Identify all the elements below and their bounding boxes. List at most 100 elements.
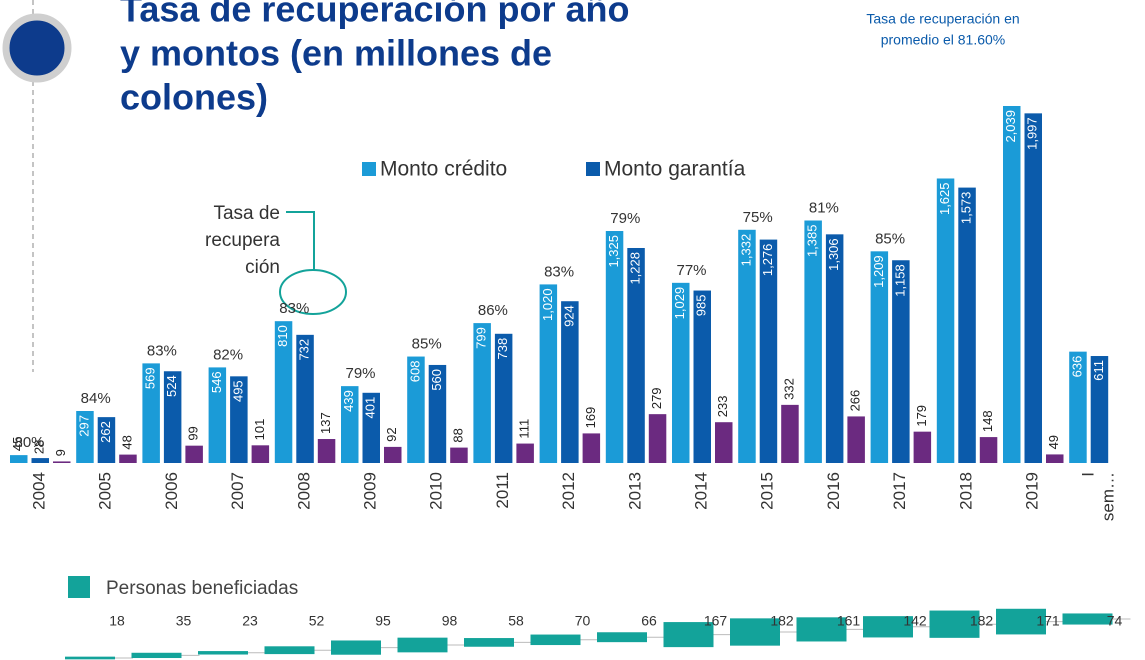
bar-label: 179 [914, 405, 929, 427]
legend-label: Monto garantía [604, 158, 746, 181]
legend-swatch [586, 162, 600, 176]
value-label: 182 [970, 613, 994, 629]
bar [715, 422, 733, 463]
bar [296, 334, 314, 463]
bar [929, 610, 980, 638]
bar [362, 392, 380, 463]
rate-label: 85% [875, 230, 905, 247]
bar [331, 640, 381, 655]
x-tick-label: 2010 [427, 472, 446, 510]
rate-label: 86% [478, 302, 508, 319]
bar [76, 410, 94, 463]
bar [163, 371, 182, 463]
annotation-line: Tasa de recuperación en [866, 11, 1019, 27]
bar-label: 101 [252, 419, 267, 441]
title-line: colones) [120, 77, 268, 118]
x-tick-label: 2019 [1022, 472, 1041, 510]
callout-ellipse [279, 269, 347, 315]
value-label: 142 [903, 613, 927, 629]
value-label: 182 [770, 613, 794, 629]
rate-label: 82% [213, 346, 243, 363]
bar-label: 266 [848, 390, 863, 412]
bar [10, 455, 28, 463]
bar-label: 985 [694, 295, 709, 317]
bar-label: 169 [583, 407, 598, 429]
value-label: 18 [109, 613, 125, 629]
bar [494, 333, 513, 463]
bar [185, 445, 203, 463]
value-label: 74 [1107, 613, 1123, 629]
bar [450, 447, 468, 463]
bar [1024, 113, 1042, 463]
rate-label: 85% [412, 336, 442, 353]
value-label: 167 [704, 613, 728, 629]
bar [804, 220, 822, 463]
bar [605, 231, 624, 463]
x-tick-label: I [1079, 472, 1098, 477]
bar-label: 1,029 [672, 287, 687, 320]
bar-label: 738 [495, 338, 510, 360]
rate-label: 81% [809, 199, 839, 216]
bar-label: 636 [1069, 356, 1084, 378]
bar-label: 49 [1046, 435, 1061, 449]
bar-label: 1,228 [627, 252, 642, 285]
annotation: Tasa de recuperación en promedio el 81.60… [866, 11, 1019, 48]
bar [198, 651, 248, 655]
value-label: 70 [575, 613, 591, 629]
value-label: 35 [176, 613, 192, 629]
bar-label: 1,158 [892, 264, 907, 297]
bar-label: 608 [407, 361, 422, 383]
rate-label: 79% [345, 365, 375, 382]
bar [1090, 356, 1109, 463]
bar-label: 1,020 [540, 288, 555, 321]
bar [142, 363, 160, 463]
x-tick-label: 2004 [29, 472, 48, 510]
bar [397, 637, 448, 653]
bar [561, 301, 579, 463]
bar-label: 137 [318, 412, 333, 434]
bar [730, 618, 780, 646]
x-tick-label: 2008 [294, 472, 313, 510]
bar-label: 439 [341, 390, 356, 412]
bar [539, 284, 558, 463]
rate-label: 83% [279, 300, 309, 317]
bar-label: 45 [10, 437, 25, 451]
callout-line: ción [245, 257, 280, 278]
bar [341, 386, 359, 463]
bar [847, 416, 865, 463]
bar [663, 622, 714, 648]
bar-label: 799 [474, 327, 489, 349]
bar-label: 732 [296, 339, 311, 361]
bar [264, 646, 315, 655]
bar [516, 443, 534, 463]
bar [738, 229, 756, 463]
bar-label: 88 [450, 428, 465, 442]
x-tick-label: 2009 [360, 472, 379, 510]
bar [913, 431, 932, 463]
x-tick-label: 2012 [559, 472, 578, 510]
bar-label: 1,385 [805, 225, 820, 258]
rate-label: 77% [676, 262, 706, 279]
bar [582, 433, 601, 463]
bar [407, 356, 425, 463]
rate-label: 79% [610, 210, 640, 227]
rate-label: 80% [14, 434, 44, 451]
bar-label: 569 [143, 367, 158, 389]
bar [693, 290, 711, 463]
bar-label: 233 [715, 396, 730, 418]
bar [530, 634, 581, 646]
annotation-line: promedio el 81.60% [881, 32, 1006, 48]
x-tick-label: 2018 [956, 472, 975, 510]
bar [892, 260, 910, 463]
x-tick-label: 2007 [228, 472, 247, 510]
bar-label: 92 [384, 427, 399, 441]
value-label: 95 [375, 613, 391, 629]
bar [648, 414, 667, 463]
legend-swatch [362, 162, 376, 176]
bar [31, 458, 49, 463]
rate-label: 75% [743, 209, 773, 226]
x-tick-label: 2013 [625, 472, 644, 510]
rate-label: 83% [544, 263, 574, 280]
bar [958, 187, 976, 463]
x-tick-label: 2016 [824, 472, 843, 510]
